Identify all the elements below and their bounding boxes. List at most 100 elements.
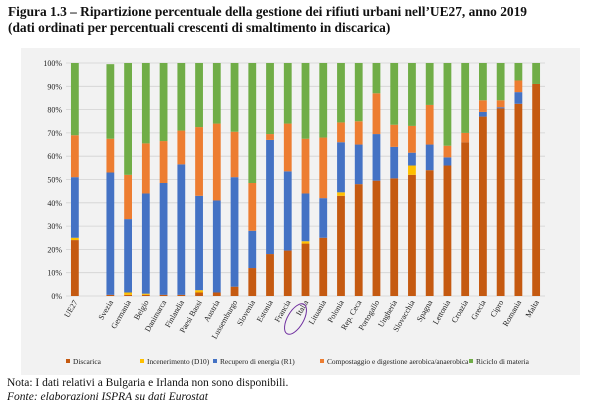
bar-segment — [141, 63, 150, 144]
bar-segment — [514, 103, 523, 297]
source-text: Fonte: elaborazioni ISPRA su dati Eurost… — [7, 391, 208, 403]
bar-segment — [177, 164, 186, 295]
bar-segment — [266, 139, 274, 255]
bar-segment — [283, 63, 292, 124]
bar-segment — [301, 193, 310, 242]
bar-segment — [496, 108, 505, 296]
legend-swatch — [469, 359, 473, 363]
bar-segment — [159, 63, 168, 142]
bar-segment — [301, 241, 310, 244]
bar-segment — [177, 63, 186, 131]
bar-segment — [230, 63, 239, 132]
note-text: Nota: I dati relativi a Bulgaria e Irlan… — [7, 377, 289, 389]
bar-segment — [70, 135, 79, 178]
bar-segment — [390, 63, 399, 125]
bar-segment — [479, 100, 487, 112]
bar-segment — [301, 63, 310, 139]
bar-segment — [124, 294, 132, 296]
bar-segment — [443, 165, 452, 296]
legend-label: Recupero di energia (R1) — [220, 357, 295, 366]
bar-segment — [124, 292, 132, 295]
bar-segment — [212, 200, 221, 293]
bar-segment — [532, 63, 541, 84]
x-tick-label: UE27 — [62, 299, 79, 320]
bar-segment — [354, 121, 363, 145]
y-tick-label: 40% — [47, 199, 62, 208]
bar-segment — [212, 63, 221, 124]
bar-segment — [177, 130, 186, 165]
legend-swatch — [66, 359, 70, 363]
bar-segment — [248, 182, 257, 231]
bar-segment — [195, 63, 203, 128]
bar-segment — [266, 63, 274, 135]
bar-segment — [106, 294, 115, 296]
bar-segment — [70, 177, 79, 238]
x-tick-label: Belgio — [132, 299, 150, 322]
x-tick-label: Slovenia — [235, 298, 257, 327]
bar-segment — [124, 174, 132, 220]
bar-segment — [372, 93, 381, 135]
bar-segment — [372, 63, 381, 94]
y-tick-label: 0% — [51, 292, 62, 301]
title-line-1: Figura 1.3 – Ripartizione percentuale de… — [8, 4, 528, 19]
bar-segment — [443, 63, 452, 146]
bar-segment — [425, 170, 434, 296]
bar-segment — [177, 294, 186, 296]
bar-segment — [425, 104, 434, 145]
bar-segment — [141, 294, 150, 296]
bar-segment — [283, 250, 292, 296]
bar-segment — [248, 230, 257, 269]
bar-segment — [195, 290, 203, 293]
bar-segment — [514, 92, 523, 104]
bar-segment — [461, 142, 470, 296]
bar-segment — [408, 165, 416, 175]
bar-segment — [354, 144, 363, 185]
bar-segment — [195, 127, 203, 196]
bar-segment — [283, 171, 292, 251]
highlight-ellipse — [284, 303, 307, 335]
bar-segment — [337, 63, 345, 123]
bar-segment — [212, 292, 221, 296]
bar-segment — [496, 63, 505, 101]
legend-label: Incenerimento (D10) — [147, 357, 210, 366]
bar-segment — [141, 193, 150, 294]
bar-segment — [496, 100, 505, 108]
title-line-2: (dati ordinati per percentuali crescenti… — [8, 20, 391, 35]
x-tick-label: Lettonia — [431, 298, 452, 326]
bar-segment — [248, 268, 257, 296]
bar-segment — [70, 63, 79, 136]
bar-segment — [319, 137, 328, 199]
bar-segment — [408, 174, 416, 296]
bar-segment — [425, 144, 434, 171]
bar-segment — [372, 134, 381, 181]
bar-segment — [230, 177, 239, 287]
bar-segment — [230, 286, 239, 296]
bar-segment — [266, 254, 274, 296]
y-tick-label: 60% — [47, 152, 62, 161]
legend-swatch — [213, 359, 217, 363]
bar-segment — [372, 180, 381, 296]
legend-swatch — [140, 359, 144, 363]
figure-title: Figura 1.3 – Ripartizione percentuale de… — [8, 4, 594, 36]
bar-segment — [337, 192, 345, 196]
x-tick-label: Lituania — [307, 298, 328, 326]
legend-label: Compostaggio e digestione aerobica/anaer… — [327, 357, 469, 366]
bar-segment — [301, 243, 310, 296]
bar-segment — [390, 124, 399, 147]
bar-segment — [354, 63, 363, 122]
bar-segment — [514, 63, 523, 81]
x-tick-label: Cipro — [488, 299, 505, 319]
bar-segment — [106, 138, 115, 173]
bar-segment — [106, 172, 115, 295]
bar-segment — [266, 134, 274, 140]
bar-segment — [124, 219, 132, 293]
bar-segment — [479, 111, 487, 117]
bar-segment — [319, 63, 328, 138]
x-tick-label: Grecia — [469, 298, 488, 321]
bar-segment — [124, 63, 132, 175]
x-tick-label: Croazia — [450, 298, 470, 324]
bar-segment — [159, 141, 168, 183]
bar-segment — [461, 132, 470, 143]
bar-segment — [390, 178, 399, 296]
bar-segment — [479, 116, 487, 296]
